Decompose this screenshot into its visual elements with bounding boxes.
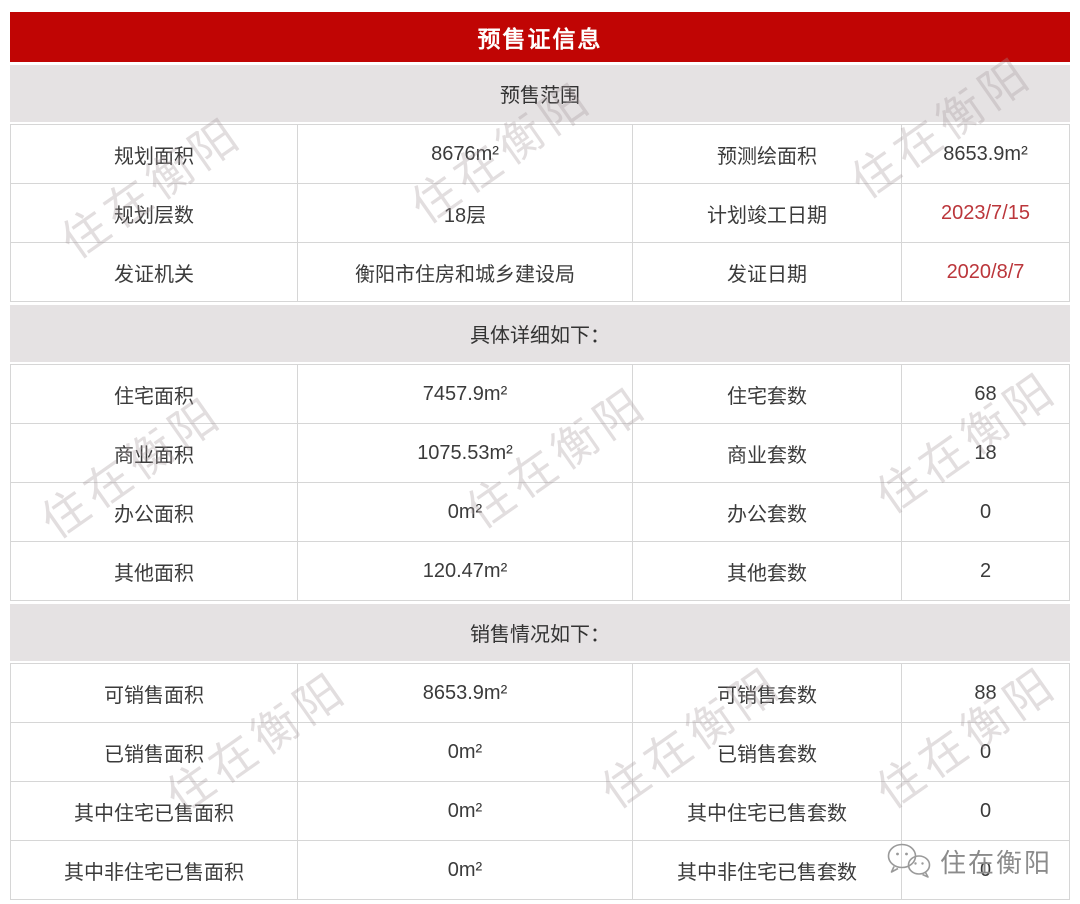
row-label: 其他套数	[632, 542, 901, 600]
row-value: 68	[901, 365, 1069, 423]
section-header-presale-scope: 预售范围	[10, 65, 1070, 122]
row-label: 其中住宅已售套数	[632, 782, 901, 840]
row-label: 办公套数	[632, 483, 901, 541]
row-value: 8653.9m²	[297, 664, 632, 722]
row-label: 其中非住宅已售套数	[632, 841, 901, 899]
table-row: 其中非住宅已售面积 0m² 其中非住宅已售套数 0	[11, 840, 1069, 899]
row-label: 已销售面积	[104, 743, 204, 766]
row-value: 1075.53m²	[297, 424, 632, 482]
row-value: 衡阳市住房和城乡建设局	[297, 243, 632, 301]
row-label: 可销售套数	[632, 664, 901, 722]
row-label: 计划竣工日期	[632, 184, 901, 242]
row-value: 0	[901, 723, 1069, 781]
table-row: 其他面积 120.47m² 其他套数 2	[11, 541, 1069, 600]
table-row: 发证机关 衡阳市住房和城乡建设局 发证日期 2020/8/7	[11, 242, 1069, 301]
row-label: 住宅套数	[632, 365, 901, 423]
table-row: 规划层数 18层 计划竣工日期 2023/7/15	[11, 183, 1069, 242]
row-value: 0m²	[297, 782, 632, 840]
row-label: 发证日期	[632, 243, 901, 301]
row-value: 0m²	[297, 483, 632, 541]
row-label: 商业套数	[632, 424, 901, 482]
row-value: 8653.9m²	[901, 125, 1069, 183]
row-value: 0	[901, 841, 1069, 899]
row-label: 可销售面积	[104, 684, 204, 707]
row-label: 规划层数	[114, 204, 194, 227]
row-label: 办公面积	[114, 503, 194, 526]
row-value: 18层	[297, 184, 632, 242]
row-value: 88	[901, 664, 1069, 722]
row-value: 7457.9m²	[297, 365, 632, 423]
section-presale-scope: 规划面积 8676m² 预测绘面积 8653.9m² 规划层数 18层 计划竣工…	[10, 124, 1070, 302]
row-label: 其他面积	[114, 562, 194, 585]
row-label: 其中非住宅已售面积	[64, 861, 244, 884]
table-row: 住宅面积 7457.9m² 住宅套数 68	[11, 364, 1069, 423]
table-row: 其中住宅已售面积 0m² 其中住宅已售套数 0	[11, 781, 1069, 840]
section-header-details: 具体详细如下：	[10, 305, 1070, 362]
row-value: 8676m²	[297, 125, 632, 183]
row-label: 商业面积	[114, 444, 194, 467]
table-row: 办公面积 0m² 办公套数 0	[11, 482, 1069, 541]
row-value: 0	[901, 782, 1069, 840]
section-details: 住宅面积 7457.9m² 住宅套数 68 商业面积 1075.53m² 商业套…	[10, 364, 1070, 601]
presale-certificate-table: 预售证信息 预售范围 规划面积 8676m² 预测绘面积 8653.9m² 规划…	[10, 12, 1070, 900]
section-header-sales: 销售情况如下：	[10, 604, 1070, 661]
row-label: 发证机关	[114, 263, 194, 286]
row-label: 预测绘面积	[632, 125, 901, 183]
section-sales: 可销售面积 8653.9m² 可销售套数 88 已销售面积 0m² 已销售套数 …	[10, 663, 1070, 900]
table-row: 商业面积 1075.53m² 商业套数 18	[11, 423, 1069, 482]
row-value-date: 2020/8/7	[901, 243, 1069, 301]
row-label: 其中住宅已售面积	[74, 802, 234, 825]
row-label: 住宅面积	[114, 385, 194, 408]
row-value: 0	[901, 483, 1069, 541]
table-row: 可销售面积 8653.9m² 可销售套数 88	[11, 663, 1069, 722]
table-row: 已销售面积 0m² 已销售套数 0	[11, 722, 1069, 781]
page-title: 预售证信息	[10, 12, 1070, 62]
row-value: 18	[901, 424, 1069, 482]
row-value-date: 2023/7/15	[901, 184, 1069, 242]
row-label: 规划面积	[114, 145, 194, 168]
row-value: 2	[901, 542, 1069, 600]
row-value: 0m²	[297, 841, 632, 899]
row-value: 0m²	[297, 723, 632, 781]
table-row: 规划面积 8676m² 预测绘面积 8653.9m²	[11, 124, 1069, 183]
row-value: 120.47m²	[297, 542, 632, 600]
row-label: 已销售套数	[632, 723, 901, 781]
